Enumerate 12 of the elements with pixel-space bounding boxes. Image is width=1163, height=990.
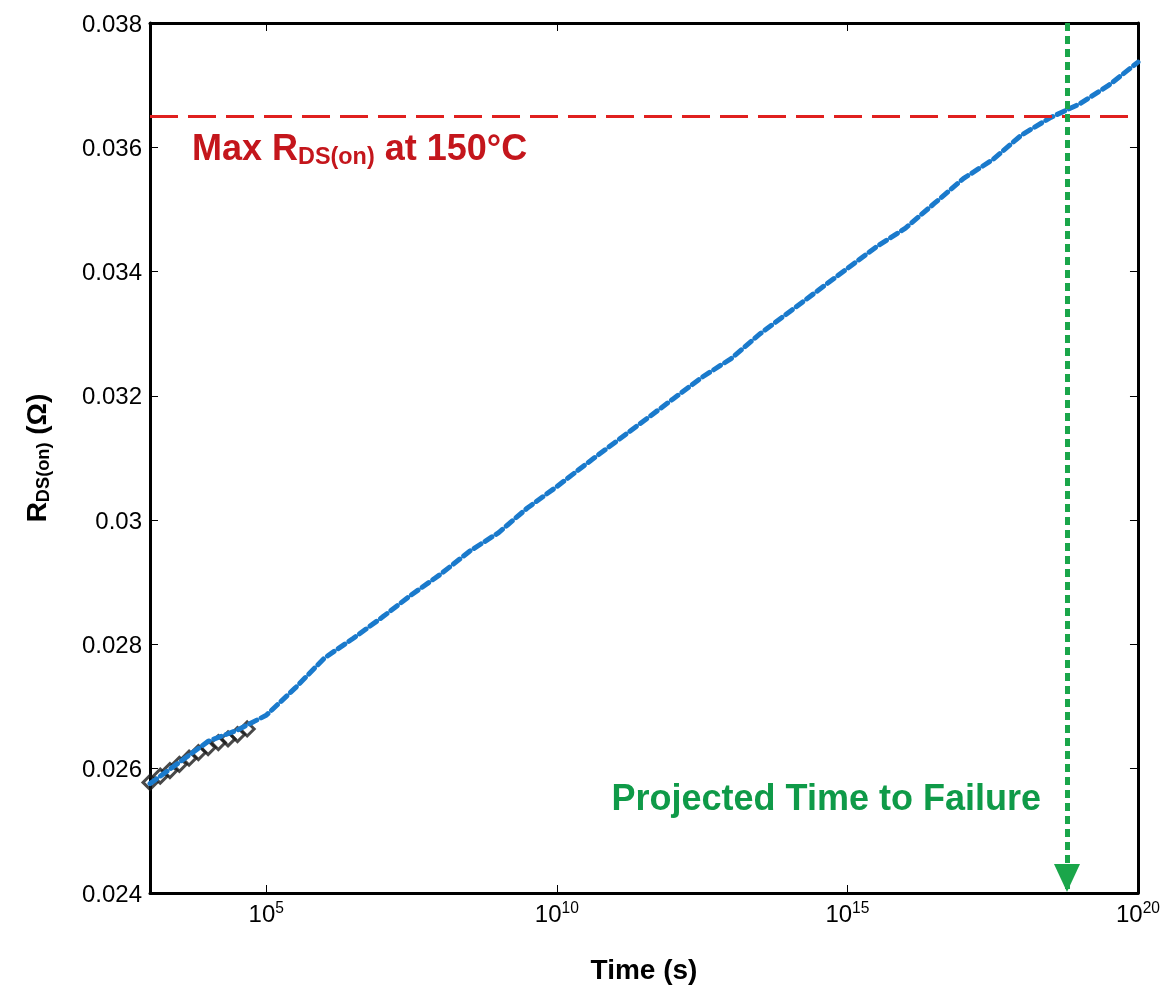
y-tick-label: 0.028 [81, 630, 142, 658]
ref-line-label: Projected Time to Failure [611, 776, 1041, 818]
y-tick-label: 0.026 [81, 755, 142, 783]
y-tick-label: 0.032 [81, 382, 142, 410]
y-axis-title: RDS(on) (Ω) [21, 393, 53, 523]
y-tick-label: 0.03 [95, 506, 142, 534]
y-tick-label: 0.036 [81, 133, 142, 161]
y-tick-label: 0.038 [81, 9, 142, 37]
y-tick-label: 0.034 [81, 258, 142, 286]
x-axis-title: Time (s) [590, 953, 698, 985]
ref-line-label: Max RDS(on) at 150°C [192, 127, 528, 169]
y-tick-label: 0.024 [81, 879, 142, 907]
